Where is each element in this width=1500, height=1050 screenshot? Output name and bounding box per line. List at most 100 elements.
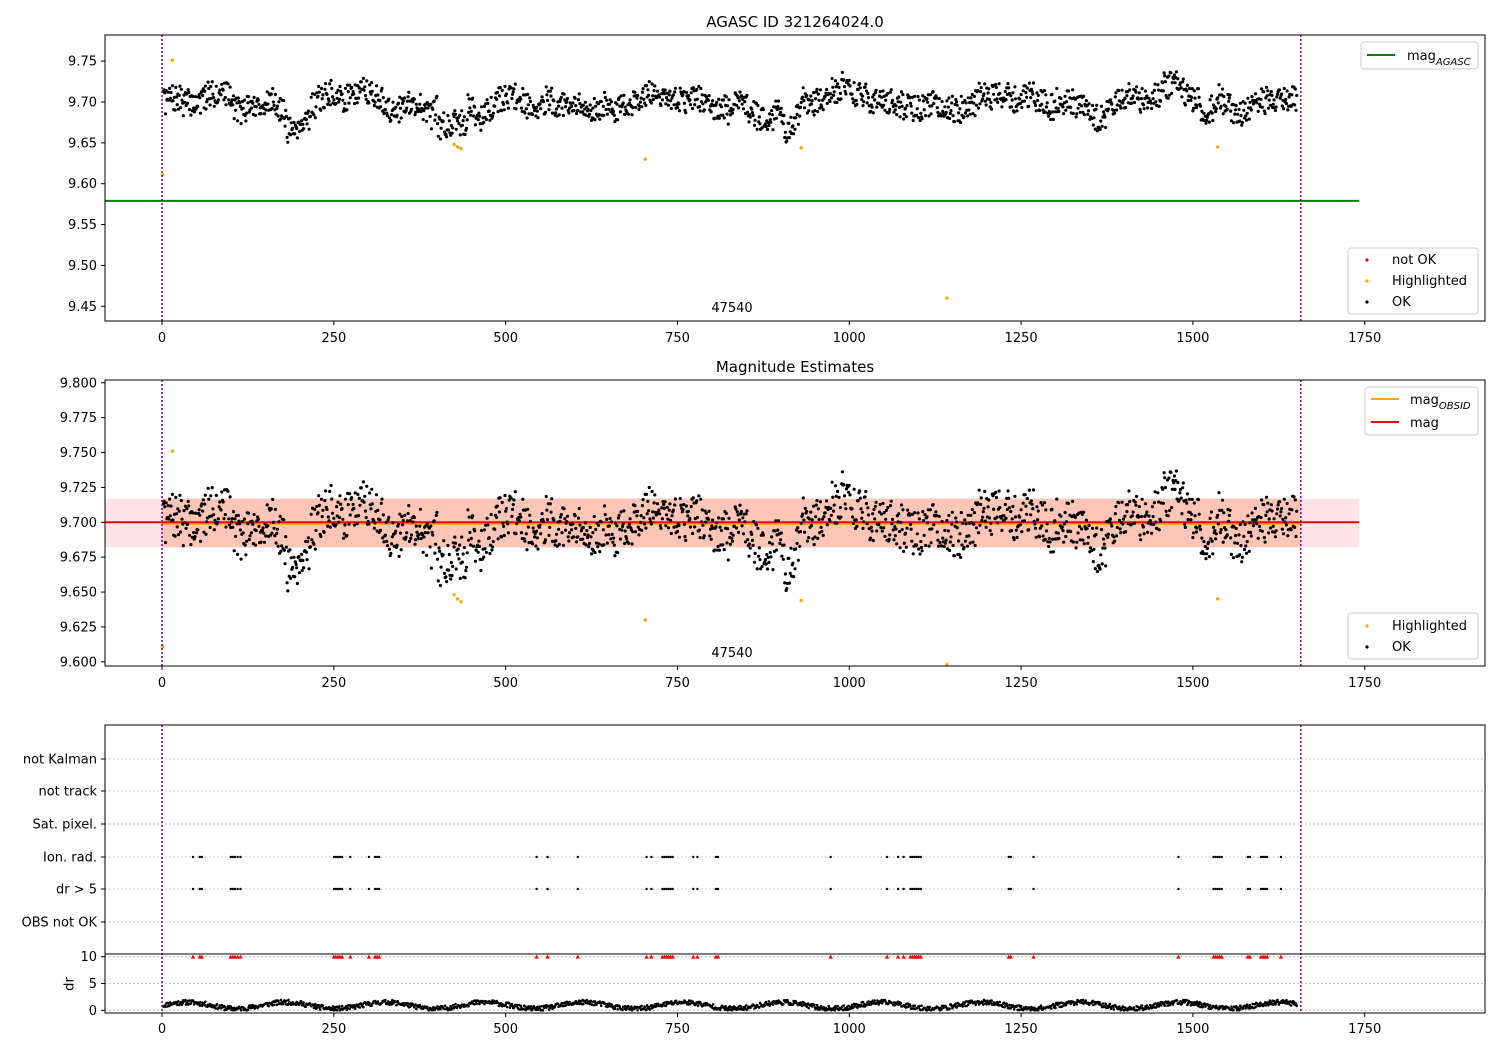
ok-point	[479, 128, 483, 132]
ok-point	[951, 114, 955, 118]
ok-point	[809, 523, 814, 528]
ok-point	[250, 519, 254, 523]
ok-point	[316, 94, 320, 98]
ok-point	[776, 99, 781, 103]
dr-point	[854, 1002, 858, 1006]
ok-point	[616, 551, 620, 555]
ok-point	[949, 535, 953, 539]
ok-point	[197, 508, 201, 512]
ok-point	[1044, 529, 1049, 533]
ok-point	[194, 531, 198, 535]
ok-point	[884, 508, 889, 512]
ok-point	[485, 516, 489, 520]
ok-point	[282, 99, 286, 103]
ok-point	[753, 118, 757, 122]
ok-point	[977, 81, 981, 85]
ok-point	[960, 543, 964, 547]
ok-point	[779, 531, 783, 535]
ok-point	[966, 96, 970, 100]
ok-point	[1294, 108, 1298, 112]
ok-point	[737, 99, 741, 103]
ok-point	[530, 542, 535, 546]
dr-point	[415, 1007, 418, 1011]
ok-point	[348, 513, 352, 517]
ok-point	[901, 93, 905, 97]
ok-point	[972, 94, 977, 98]
ok-point	[510, 507, 515, 511]
ok-point	[1036, 518, 1040, 522]
ok-point	[1153, 490, 1157, 494]
y-tick-label: 9.75	[68, 55, 97, 70]
ok-point	[266, 102, 270, 106]
ok-point	[436, 122, 440, 126]
ok-point	[1224, 528, 1228, 532]
ok-point	[548, 89, 552, 93]
ok-point	[1010, 98, 1014, 102]
ok-point	[185, 101, 190, 105]
ok-point	[891, 517, 895, 522]
dr-point	[981, 1000, 984, 1004]
ok-point	[254, 105, 258, 109]
ok-point	[1275, 507, 1280, 511]
ok-point	[628, 98, 632, 102]
ok-point	[708, 527, 713, 531]
ok-point	[979, 86, 983, 90]
ok-point	[884, 517, 888, 521]
ok-point	[598, 117, 602, 121]
ok-point	[163, 540, 168, 545]
x-tick-label: 250	[321, 676, 346, 691]
ok-point	[513, 490, 517, 494]
ok-point	[935, 106, 939, 110]
ok-point	[171, 518, 175, 522]
ok-point	[469, 536, 473, 541]
ok-point	[179, 106, 183, 110]
ok-point	[704, 520, 708, 524]
ok-point	[1085, 526, 1089, 531]
ok-point	[238, 528, 242, 532]
ok-point	[983, 99, 988, 103]
ok-point	[431, 107, 435, 111]
ok-point	[768, 112, 772, 116]
ok-point	[301, 122, 305, 126]
ok-point	[362, 500, 366, 504]
ok-point	[746, 538, 750, 542]
ok-point	[714, 525, 718, 529]
ok-point	[717, 548, 722, 552]
ok-point	[884, 98, 888, 102]
ok-point	[673, 90, 677, 94]
ok-point	[607, 107, 611, 111]
ok-point	[605, 98, 609, 102]
ok-point	[1286, 534, 1290, 538]
ok-point	[236, 96, 240, 100]
ok-point	[1183, 522, 1187, 526]
ok-point	[1200, 109, 1204, 113]
ok-point	[1277, 88, 1282, 92]
ok-point	[1246, 514, 1250, 518]
ok-point	[660, 98, 665, 102]
ok-point	[1117, 518, 1121, 523]
ok-point	[471, 114, 475, 118]
ok-point	[387, 515, 391, 520]
ok-point	[870, 529, 874, 533]
ok-point	[1121, 101, 1125, 105]
ok-point	[1064, 108, 1068, 112]
ok-point	[983, 519, 988, 523]
ok-point	[1075, 112, 1079, 116]
ok-point	[1191, 109, 1195, 113]
ok-point	[417, 532, 421, 537]
ok-point	[612, 113, 616, 117]
ok-point	[746, 110, 750, 114]
ok-point	[1119, 531, 1123, 535]
ok-point	[794, 116, 798, 120]
ok-point	[1012, 537, 1016, 542]
ok-point	[702, 534, 706, 538]
ok-point	[272, 103, 276, 108]
ok-point	[587, 541, 592, 546]
ok-point	[1202, 540, 1206, 544]
ok-point	[1184, 498, 1188, 502]
dr-point	[529, 1005, 533, 1008]
ok-point	[456, 552, 460, 556]
ok-point	[832, 90, 836, 94]
ok-point	[862, 520, 866, 524]
flag-point	[332, 855, 336, 859]
